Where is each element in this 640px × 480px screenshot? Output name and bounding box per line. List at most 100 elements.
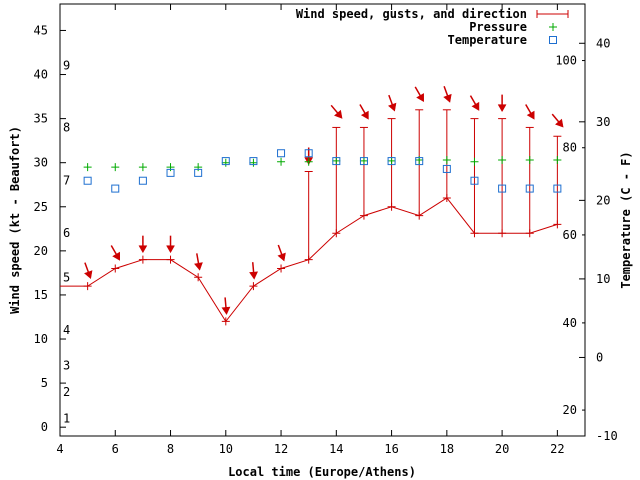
pressure-point xyxy=(249,158,258,167)
legend-keys xyxy=(536,10,569,44)
y2-tick-label: 40 xyxy=(596,36,610,50)
temperature-point xyxy=(83,176,92,185)
y2-tick-label: 10 xyxy=(596,272,610,286)
y2-tick-label: 30 xyxy=(596,115,610,129)
x-tick-label: 20 xyxy=(495,442,509,456)
beaufort-label: 4 xyxy=(63,323,70,337)
legend: Wind speed, gusts, and direction Pressur… xyxy=(296,7,569,47)
plot-frame xyxy=(59,3,586,437)
wind-direction-arrow xyxy=(388,94,397,112)
wind-speed-point xyxy=(442,193,451,202)
beaufort-label: 3 xyxy=(63,358,70,372)
wind-direction-arrow xyxy=(194,253,203,271)
wind-speed-point xyxy=(553,220,562,229)
temperature-point xyxy=(277,149,286,158)
temperature-point xyxy=(553,184,562,193)
y-tick-label: 20 xyxy=(34,244,48,258)
temperature-point xyxy=(525,184,534,193)
arrow-head xyxy=(84,270,93,280)
wind-speed-point xyxy=(111,264,120,273)
pressure-point xyxy=(442,156,451,165)
pressure-point xyxy=(359,156,368,165)
wind-speed-point xyxy=(83,282,92,291)
wind-speed-point xyxy=(277,264,286,273)
temperature-point xyxy=(304,149,313,158)
wind-speed-point xyxy=(525,229,534,238)
fahrenheit-label: 60 xyxy=(563,228,577,242)
legend-pressure-key xyxy=(549,23,557,31)
x-tick-label: 10 xyxy=(219,442,233,456)
y-tick-label: 35 xyxy=(34,112,48,126)
pressure-point xyxy=(498,156,507,165)
temperature-point xyxy=(415,157,424,166)
arrow-head xyxy=(555,118,564,128)
pressure-point xyxy=(277,157,286,166)
temperature-point xyxy=(359,157,368,166)
wind-speed-point xyxy=(332,229,341,238)
arrow-head xyxy=(471,101,480,111)
legend-temperature-key xyxy=(549,36,557,44)
temperature-point xyxy=(221,157,230,166)
beaufort-label: 5 xyxy=(63,270,70,284)
y-tick-label: 25 xyxy=(34,200,48,214)
arrow-head xyxy=(166,245,175,254)
legend-wind-label: Wind speed, gusts, and direction xyxy=(296,7,527,21)
fahrenheit-label: 20 xyxy=(563,403,577,417)
pressure-point xyxy=(83,163,92,172)
y-tick-label: 40 xyxy=(34,68,48,82)
temperature-point xyxy=(111,184,120,193)
legend-pressure-label: Pressure xyxy=(469,20,527,34)
temperature-point xyxy=(387,157,396,166)
pressure-point xyxy=(111,163,120,172)
wind-direction-arrow xyxy=(138,235,148,254)
wind-speed-point xyxy=(221,317,230,326)
arrow-head xyxy=(443,93,452,103)
temperature-point xyxy=(498,184,507,193)
x-tick-label: 6 xyxy=(112,442,119,456)
pressure-point xyxy=(332,156,341,165)
wind-speed-point xyxy=(415,211,424,220)
beaufort-label: 9 xyxy=(63,59,70,73)
temperature-point xyxy=(194,168,203,177)
fahrenheit-label: 40 xyxy=(563,316,577,330)
pressure-point xyxy=(194,163,203,172)
y-axis-label: Wind speed (kt - Beaufort) xyxy=(8,126,22,314)
arrow-head xyxy=(249,271,258,280)
temperature-point xyxy=(470,176,479,185)
wind-direction-arrow xyxy=(249,262,258,280)
temperature-point xyxy=(166,168,175,177)
y2-tick-label: -10 xyxy=(596,429,618,443)
temperature-point xyxy=(442,164,451,173)
temperature-point xyxy=(249,157,258,166)
pressure-point xyxy=(304,157,313,166)
wind-speed-point xyxy=(166,255,175,264)
x-tick-label: 16 xyxy=(384,442,398,456)
x-tick-label: 22 xyxy=(550,442,564,456)
y-tick-label: 45 xyxy=(34,23,48,37)
arrow-head xyxy=(497,104,507,113)
temperature-point xyxy=(138,176,147,185)
x-tick-label: 18 xyxy=(440,442,454,456)
chart-marks xyxy=(60,86,564,326)
x-axis-label: Local time (Europe/Athens) xyxy=(228,465,416,479)
pressure-point xyxy=(138,163,147,172)
arrow-head xyxy=(112,251,121,261)
wind-speed-point xyxy=(470,229,479,238)
beaufort-label: 2 xyxy=(63,385,70,399)
arrow-head xyxy=(138,245,148,254)
pressure-point xyxy=(525,156,534,165)
pressure-point xyxy=(553,156,562,165)
wind-direction-arrow xyxy=(469,95,480,111)
fahrenheit-label: 100 xyxy=(555,54,577,68)
wind-direction-arrow xyxy=(166,235,175,254)
arrow-head xyxy=(221,306,231,315)
wind-speed-point xyxy=(194,273,203,282)
wind-speed-point xyxy=(138,255,147,264)
y-tick-label: 15 xyxy=(34,288,48,302)
wind-direction-arrow xyxy=(414,86,424,103)
beaufort-label: 7 xyxy=(63,173,70,187)
wind-direction-arrow xyxy=(84,262,93,280)
arrow-head xyxy=(360,110,369,120)
y2-tick-label: 20 xyxy=(596,193,610,207)
arrow-head xyxy=(416,93,424,103)
